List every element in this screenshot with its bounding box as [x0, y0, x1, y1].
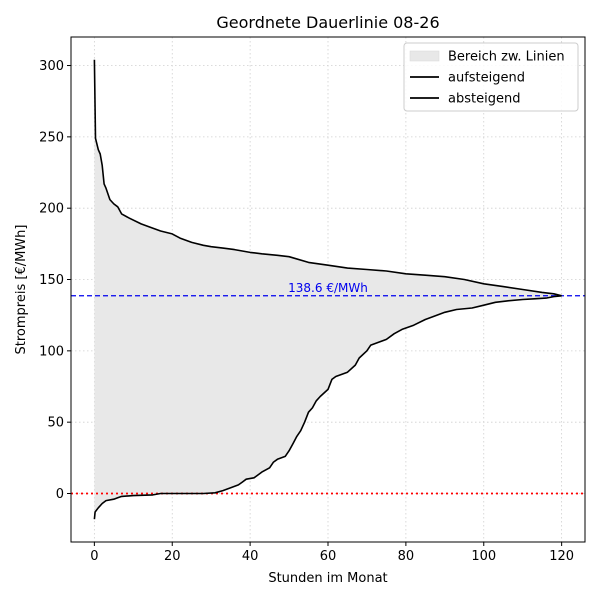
series-lines: [93, 59, 562, 520]
y-tick-label: 0: [56, 487, 64, 502]
x-axis-label: Stunden im Monat: [268, 571, 387, 586]
legend-label: absteigend: [448, 92, 520, 107]
legend-box: [403, 42, 579, 112]
y-tick-label: 150: [39, 273, 64, 288]
x-tick-label: 60: [320, 549, 337, 564]
x-tick-label: 0: [90, 549, 98, 564]
y-tick-label: 300: [39, 59, 64, 74]
y-tick-label: 200: [39, 202, 64, 217]
legend-label: Bereich zw. Linien: [448, 50, 565, 65]
x-tick-label: 120: [549, 549, 574, 564]
legend-items: Bereich zw. Linien aufsteigend absteigend: [409, 50, 565, 107]
series-line-absteigend: [93, 59, 562, 297]
axes-frame: [70, 36, 586, 543]
chart-title: Geordnete Dauerlinie 08-26: [216, 13, 439, 32]
legend-swatch-area: [409, 50, 440, 62]
mean-price-label: 138.6 €/MWh: [288, 281, 368, 295]
legend: Bereich zw. Linien aufsteigend absteigend: [403, 42, 579, 112]
y-axis-label: Strompreis [€/MWh]: [14, 225, 29, 355]
series-line-aufsteigend: [93, 295, 562, 520]
y-axis-ticks: 0 50 100 150 200 250 300: [39, 59, 71, 502]
x-tick-label: 40: [242, 549, 259, 564]
y-tick-label: 250: [39, 130, 64, 145]
legend-label: aufsteigend: [448, 71, 525, 86]
y-tick-label: 50: [47, 416, 64, 431]
x-tick-label: 20: [164, 549, 181, 564]
x-tick-label: 80: [398, 549, 415, 564]
x-axis-ticks: 0 20 40 60 80 100 120: [90, 542, 574, 564]
x-tick-label: 100: [471, 549, 496, 564]
y-tick-label: 100: [39, 344, 64, 359]
area-between-lines: [94, 59, 562, 520]
